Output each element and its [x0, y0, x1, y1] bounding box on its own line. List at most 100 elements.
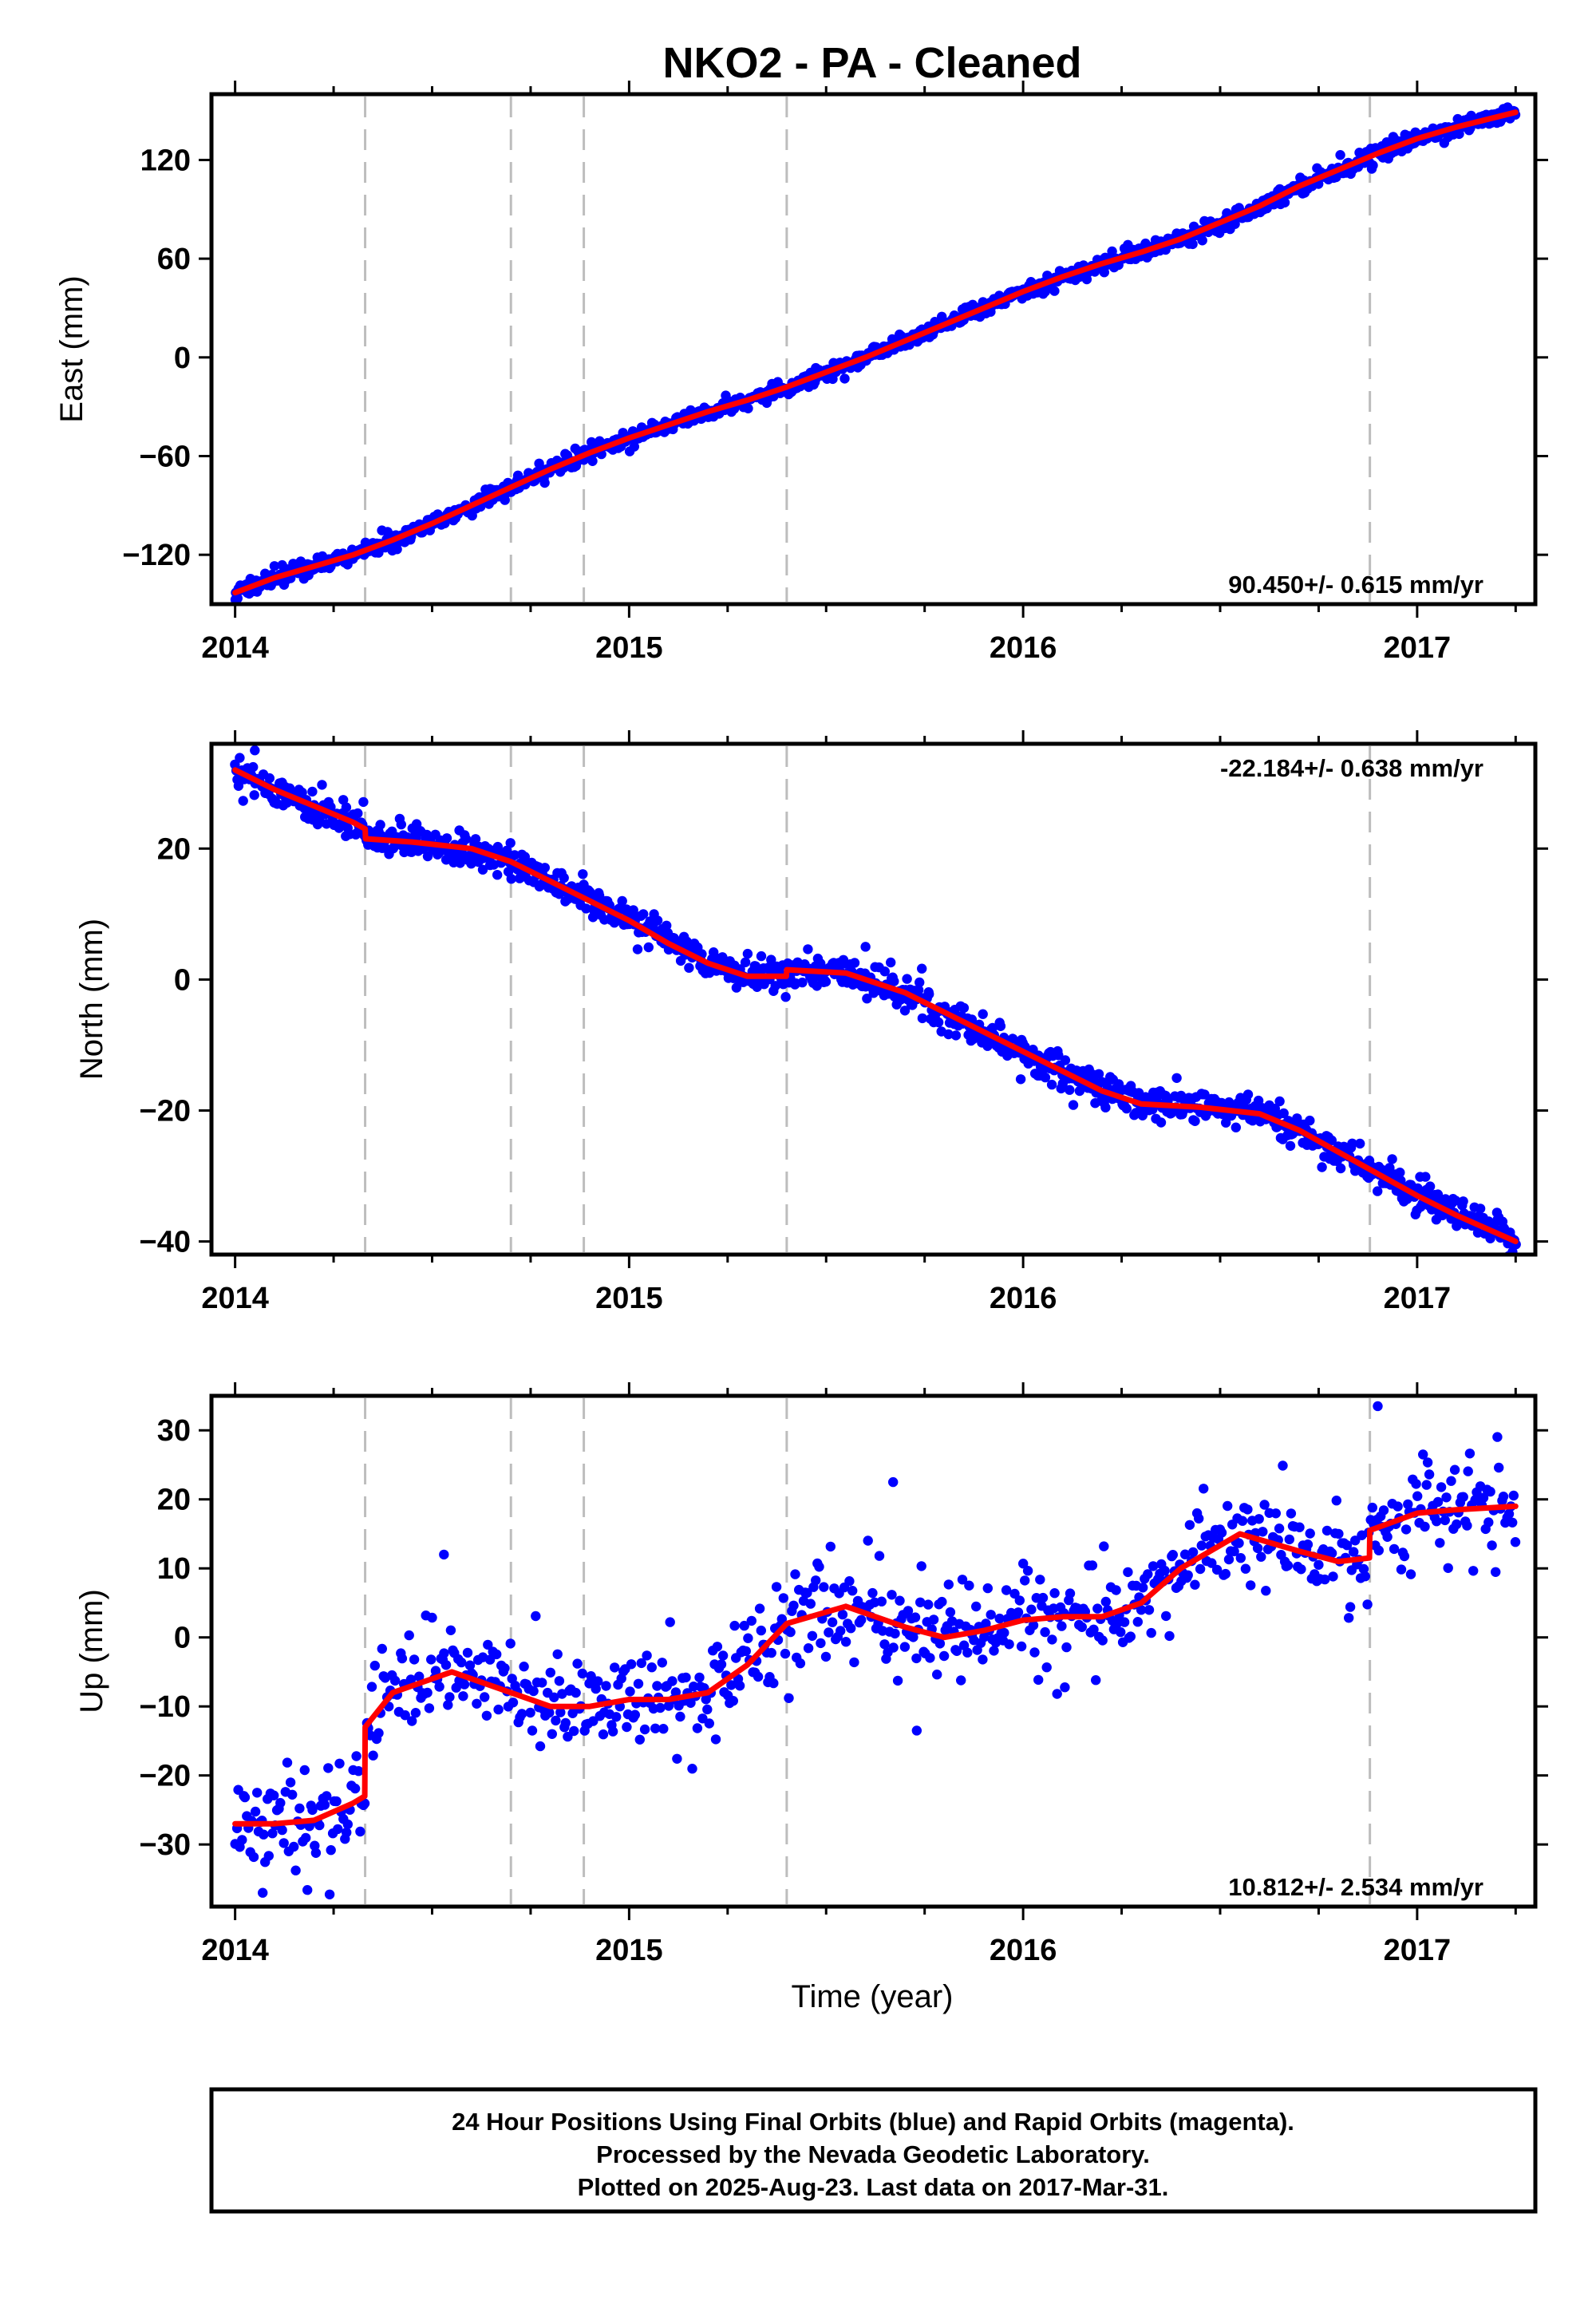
footer-frame	[209, 2087, 1538, 2214]
data-point	[938, 1650, 950, 1662]
data-point	[743, 1633, 753, 1643]
data-point	[849, 958, 860, 968]
data-point	[1100, 1596, 1112, 1607]
x-axis-label: Time (year)	[792, 1979, 954, 2014]
data-point	[404, 1630, 414, 1641]
data-point	[932, 1670, 942, 1680]
data-point	[1286, 1508, 1297, 1519]
data-point	[1040, 1626, 1050, 1638]
data-point	[1362, 1599, 1373, 1610]
data-point	[481, 1710, 492, 1721]
data-point	[1436, 1482, 1447, 1492]
data-point	[771, 1582, 782, 1592]
data-point	[1100, 1102, 1111, 1113]
data-point	[1458, 1492, 1468, 1502]
data-point	[1360, 1571, 1371, 1582]
data-point	[1028, 1620, 1039, 1630]
data-point	[1184, 1520, 1195, 1531]
data-point	[1373, 1545, 1385, 1555]
data-point	[928, 1614, 939, 1625]
data-point	[1195, 1563, 1206, 1575]
data-point	[1167, 1550, 1179, 1560]
data-point	[780, 1648, 791, 1659]
data-point	[670, 1687, 681, 1697]
data-point	[373, 1728, 384, 1738]
data-point	[1116, 1626, 1126, 1638]
data-point	[375, 820, 385, 830]
data-point	[814, 1562, 824, 1572]
data-point	[1014, 1595, 1025, 1606]
data-point	[741, 1646, 751, 1657]
data-point	[827, 1617, 838, 1627]
data-point	[1420, 1521, 1430, 1532]
y-tick-label: −20	[140, 1760, 191, 1793]
data-point	[876, 1596, 887, 1607]
data-point	[1211, 1564, 1223, 1575]
data-point	[1060, 1682, 1070, 1693]
data-point	[571, 1687, 581, 1698]
x-tick-label: 2016	[990, 1934, 1057, 1967]
data-point	[1487, 1540, 1497, 1551]
data-point	[1001, 1585, 1012, 1595]
data-point	[551, 1715, 561, 1726]
data-point	[780, 992, 791, 1002]
data-point	[1368, 160, 1378, 171]
data-point	[632, 944, 643, 954]
data-point	[1373, 1186, 1383, 1196]
y-tick-label: 20	[157, 832, 191, 866]
data-point	[1207, 1558, 1217, 1568]
data-point	[355, 1826, 365, 1837]
data-point	[978, 1009, 988, 1019]
x-tick-label: 2014	[201, 1934, 269, 1967]
data-point	[1016, 1641, 1027, 1652]
data-point	[636, 1658, 646, 1669]
data-point	[934, 1638, 946, 1649]
data-point	[734, 1681, 745, 1691]
data-point	[652, 915, 663, 926]
data-point	[525, 1707, 535, 1718]
data-point	[1321, 1525, 1333, 1536]
data-point	[1229, 1546, 1239, 1557]
data-points	[230, 1401, 1521, 1899]
data-point	[1159, 1565, 1170, 1576]
data-point	[1395, 1168, 1405, 1178]
data-point	[470, 834, 481, 844]
data-point	[1119, 1617, 1130, 1627]
data-point	[740, 957, 751, 968]
data-point	[289, 1841, 299, 1852]
data-point	[639, 1724, 650, 1735]
data-point	[405, 1674, 417, 1685]
data-point	[1449, 1464, 1460, 1475]
data-point	[1412, 1491, 1423, 1501]
data-point	[456, 1657, 467, 1668]
data-point	[581, 903, 591, 914]
data-point	[350, 1783, 361, 1794]
data-point	[501, 845, 512, 856]
data-point	[978, 1654, 988, 1665]
data-point	[1418, 1449, 1428, 1460]
data-point	[716, 1659, 727, 1670]
data-point	[622, 1721, 632, 1733]
data-point	[483, 1639, 493, 1650]
data-point	[1049, 286, 1060, 296]
data-point	[1164, 1630, 1175, 1642]
footer-line-3: Plotted on 2025-Aug-23. Last data on 201…	[578, 2173, 1169, 2201]
data-point	[493, 1704, 504, 1715]
data-point	[1463, 1466, 1473, 1476]
data-point	[377, 1643, 387, 1654]
data-point	[1037, 1592, 1049, 1603]
data-point	[667, 1676, 678, 1686]
data-point	[617, 895, 627, 907]
y-tick-label: 60	[157, 243, 191, 276]
data-point	[1077, 1622, 1088, 1633]
data-point	[1088, 1624, 1099, 1634]
data-point	[887, 1476, 899, 1488]
data-point	[1190, 1116, 1200, 1127]
x-tick-label: 2016	[990, 631, 1057, 665]
data-point	[1326, 1135, 1337, 1146]
data-point	[440, 1660, 452, 1670]
data-point	[1197, 235, 1207, 246]
data-point	[1296, 1564, 1306, 1575]
data-point	[591, 1683, 601, 1694]
y-tick-label: 30	[157, 1414, 191, 1448]
